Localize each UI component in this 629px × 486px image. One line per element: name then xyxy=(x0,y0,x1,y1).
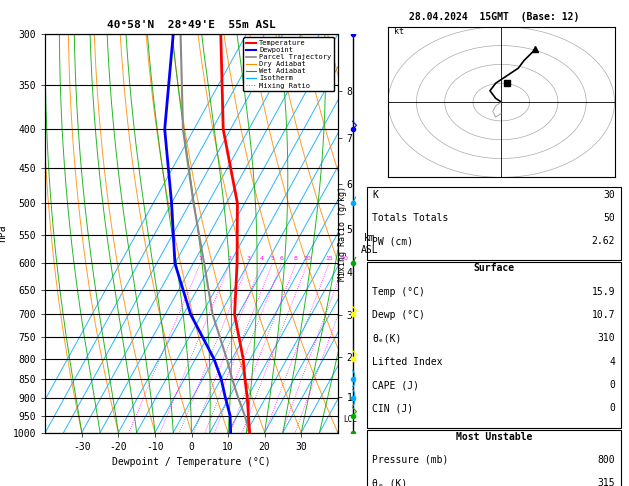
Text: 0: 0 xyxy=(610,380,615,390)
Text: K: K xyxy=(372,190,378,200)
Bar xyxy=(367,187,621,260)
Text: θₑ(K): θₑ(K) xyxy=(372,333,402,344)
Text: 10.7: 10.7 xyxy=(592,310,615,320)
Text: 8: 8 xyxy=(294,257,298,261)
Text: 50: 50 xyxy=(604,213,615,223)
Text: kt: kt xyxy=(394,27,404,36)
Text: 6: 6 xyxy=(279,257,283,261)
Text: LCL: LCL xyxy=(343,415,357,423)
Text: 28.04.2024  15GMT  (Base: 12): 28.04.2024 15GMT (Base: 12) xyxy=(409,12,579,22)
Text: Pressure (mb): Pressure (mb) xyxy=(372,455,448,465)
Text: 20: 20 xyxy=(341,257,348,261)
Text: 310: 310 xyxy=(598,333,615,344)
Text: 2: 2 xyxy=(228,257,232,261)
Text: 10: 10 xyxy=(303,257,311,261)
Text: 4: 4 xyxy=(260,257,264,261)
Text: 5: 5 xyxy=(270,257,274,261)
Text: Dewp (°C): Dewp (°C) xyxy=(372,310,425,320)
Legend: Temperature, Dewpoint, Parcel Trajectory, Dry Adiabat, Wet Adiabat, Isotherm, Mi: Temperature, Dewpoint, Parcel Trajectory… xyxy=(243,37,334,91)
Text: Mixing Ratio (g/kg): Mixing Ratio (g/kg) xyxy=(338,186,347,281)
Text: Totals Totals: Totals Totals xyxy=(372,213,448,223)
Bar xyxy=(367,430,621,486)
Bar xyxy=(367,262,621,428)
Text: 4: 4 xyxy=(610,357,615,367)
Text: Temp (°C): Temp (°C) xyxy=(372,287,425,297)
Y-axis label: hPa: hPa xyxy=(0,225,7,242)
Text: 2.62: 2.62 xyxy=(592,236,615,246)
Text: 800: 800 xyxy=(598,455,615,465)
Y-axis label: km
ASL: km ASL xyxy=(360,233,378,255)
Text: 0: 0 xyxy=(610,403,615,414)
Text: Most Unstable: Most Unstable xyxy=(455,432,532,442)
Text: 315: 315 xyxy=(598,478,615,486)
Text: 15.9: 15.9 xyxy=(592,287,615,297)
Text: 30: 30 xyxy=(604,190,615,200)
Text: 3: 3 xyxy=(246,257,250,261)
Text: PW (cm): PW (cm) xyxy=(372,236,413,246)
Text: CAPE (J): CAPE (J) xyxy=(372,380,420,390)
Text: Lifted Index: Lifted Index xyxy=(372,357,443,367)
Title: 40°58'N  28°49'E  55m ASL: 40°58'N 28°49'E 55m ASL xyxy=(107,20,276,31)
Text: Surface: Surface xyxy=(473,263,515,274)
X-axis label: Dewpoint / Temperature (°C): Dewpoint / Temperature (°C) xyxy=(112,457,271,467)
Text: 15: 15 xyxy=(325,257,333,261)
Text: CIN (J): CIN (J) xyxy=(372,403,413,414)
Text: θₑ (K): θₑ (K) xyxy=(372,478,408,486)
Text: 1: 1 xyxy=(198,257,203,261)
